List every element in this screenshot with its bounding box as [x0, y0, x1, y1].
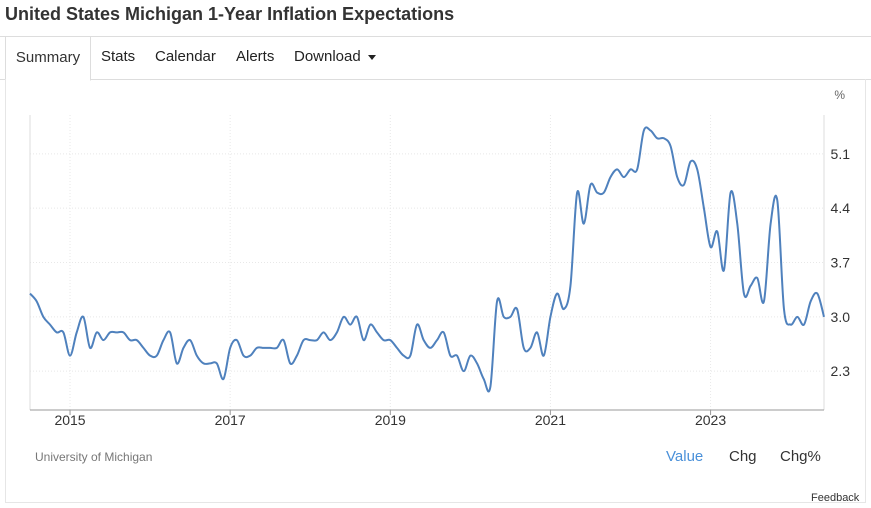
tab-calendar[interactable]: Calendar — [155, 48, 216, 65]
chg-toggle[interactable]: Chg — [729, 448, 757, 465]
y-tick-label: 3.7 — [831, 255, 851, 271]
tab-summary[interactable]: Summary — [5, 36, 91, 81]
x-tick-label: 2017 — [215, 412, 246, 428]
x-tick-label: 2019 — [375, 412, 406, 428]
y-tick-label: 5.1 — [831, 146, 851, 162]
series-line — [29, 126, 825, 393]
source-label: University of Michigan — [35, 450, 153, 464]
tab-download[interactable]: Download — [294, 36, 376, 80]
chg-percent-toggle[interactable]: Chg% — [780, 448, 821, 465]
tab-download-label: Download — [294, 48, 361, 65]
tab-stats[interactable]: Stats — [101, 48, 136, 65]
y-tick-label: 2.3 — [831, 363, 851, 379]
y-unit-label: % — [834, 88, 845, 102]
chevron-down-icon — [367, 54, 376, 60]
y-tick-label: 3.0 — [831, 309, 851, 325]
y-tick-label: 4.4 — [831, 200, 851, 216]
x-tick-label: 2023 — [695, 412, 726, 428]
x-tick-label: 2021 — [535, 412, 566, 428]
value-toggle[interactable]: Value — [666, 448, 704, 465]
tab-bar: Summary Stats Calendar Alerts Download — [0, 36, 871, 81]
chart-panel — [5, 79, 866, 503]
tab-alerts[interactable]: Alerts — [236, 48, 275, 65]
feedback-link[interactable]: Feedback — [811, 492, 860, 504]
x-tick-label: 2015 — [54, 412, 85, 428]
page-title: United States Michigan 1-Year Inflation … — [5, 4, 455, 24]
